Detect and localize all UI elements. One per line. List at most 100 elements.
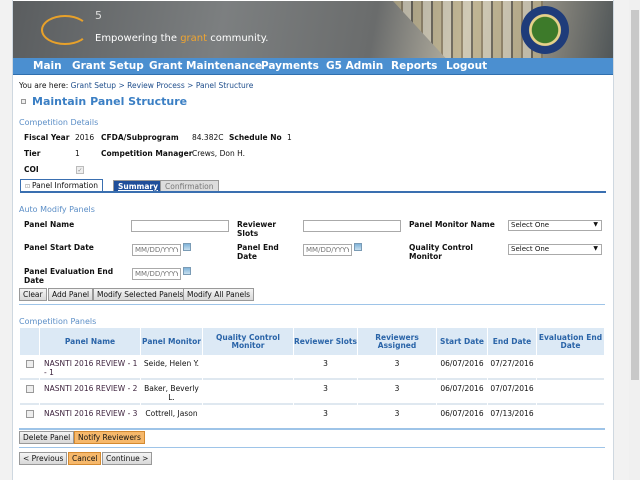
g5-logo-superscript: 5 — [95, 9, 102, 22]
row-checkbox[interactable] — [25, 410, 34, 418]
auto-modify-heading: Auto Modify Panels — [19, 205, 95, 214]
coi-label: COI — [24, 165, 39, 174]
cell-eval — [537, 355, 604, 380]
tier-label: Tier — [24, 149, 41, 158]
reviewer-slots-input[interactable] — [303, 220, 401, 232]
delete-panel-button[interactable]: Delete Panel — [19, 431, 75, 444]
breadcrumb-review-process[interactable]: Review Process — [127, 81, 185, 90]
table-header-row: Panel Name Panel Monitor Quality Control… — [20, 328, 604, 355]
divider — [19, 447, 605, 448]
col-reviewers-assigned: Reviewers Assigned — [358, 328, 436, 355]
table-row: NASNTI 2016 REVIEW - 1 - 1 Seide, Helen Y… — [20, 355, 604, 380]
tab-icon: ⊡ — [25, 183, 32, 190]
row-checkbox[interactable] — [25, 360, 34, 368]
cell-start: 06/07/2016 — [437, 355, 487, 380]
cell-name: NASNTI 2016 REVIEW - 2 — [40, 380, 140, 405]
start-date-label: Panel Start Date — [24, 243, 94, 252]
dropdown-arrow-icon: ▼ — [593, 245, 598, 252]
notify-reviewers-button[interactable]: Notify Reviewers — [74, 431, 145, 444]
nav-reports[interactable]: Reports — [391, 60, 438, 72]
cell-assigned: 3 — [358, 405, 436, 430]
start-date-input[interactable] — [132, 244, 181, 256]
cfda-value: 84.382C — [192, 133, 224, 142]
cell-end: 07/13/2016 — [488, 405, 536, 430]
nav-logout[interactable]: Logout — [446, 60, 488, 72]
panel-monitor-select[interactable]: Select One ▼ — [508, 220, 602, 231]
tagline: Empowering the grant community. — [95, 33, 269, 44]
eval-end-date-input[interactable] — [132, 268, 181, 280]
schedule-label: Schedule No — [229, 133, 282, 142]
col-panel-name: Panel Name — [40, 328, 140, 355]
g5-logo — [41, 15, 89, 45]
col-panel-monitor: Panel Monitor — [141, 328, 202, 355]
cell-monitor: Seide, Helen Y. — [141, 355, 202, 380]
modify-all-button[interactable]: Modify All Panels — [183, 288, 255, 301]
page — [12, 0, 614, 480]
banner: 5 Empowering the grant community. — [13, 1, 613, 58]
breadcrumb-prefix: You are here: — [19, 81, 69, 90]
add-panel-button[interactable]: Add Panel — [48, 288, 94, 301]
cell-name: NASNTI 2016 REVIEW - 1 - 1 — [40, 355, 140, 380]
reviewer-slots-label: Reviewer Slots — [237, 220, 277, 238]
cell-qc — [203, 405, 293, 430]
scrollbar-thumb[interactable] — [631, 10, 639, 380]
cell-assigned: 3 — [358, 380, 436, 405]
nav-payments[interactable]: Payments — [261, 60, 319, 72]
cell-eval — [537, 380, 604, 405]
tier-value: 1 — [75, 149, 80, 158]
cell-qc — [203, 355, 293, 380]
panel-name-input[interactable] — [131, 220, 229, 232]
page-title: Maintain Panel Structure — [32, 95, 188, 108]
tab-divider — [20, 191, 606, 193]
competition-panels-heading: Competition Panels — [19, 317, 97, 326]
calendar-icon[interactable] — [183, 243, 191, 251]
fiscal-year-value: 2016 — [75, 133, 95, 142]
cell-start: 06/07/2016 — [437, 405, 487, 430]
nav-main[interactable]: Main — [33, 60, 62, 72]
breadcrumb-panel-structure[interactable]: Panel Structure — [195, 81, 254, 90]
col-eval-end-date: Evaluation End Date — [537, 328, 604, 355]
previous-button[interactable]: < Previous — [19, 452, 68, 465]
continue-button[interactable]: Continue > — [102, 452, 153, 465]
qc-monitor-label: Quality Control Monitor — [409, 243, 474, 261]
modify-selected-button[interactable]: Modify Selected Panels — [93, 288, 188, 301]
end-date-label: Panel End Date — [237, 243, 279, 261]
calendar-icon[interactable] — [183, 267, 191, 275]
nav-g5-admin[interactable]: G5 Admin — [326, 60, 384, 72]
breadcrumb-grant-setup[interactable]: Grant Setup — [70, 81, 117, 90]
fiscal-year-label: Fiscal Year — [24, 133, 70, 142]
divider — [19, 428, 605, 430]
cell-name: NASNTI 2016 REVIEW - 3 — [40, 405, 140, 430]
col-reviewer-slots: Reviewer Slots — [294, 328, 357, 355]
cell-assigned: 3 — [358, 355, 436, 380]
panel-name-label: Panel Name — [24, 220, 75, 229]
cell-end: 07/27/2016 — [488, 355, 536, 380]
cfda-label: CFDA/Subprogram — [101, 133, 179, 142]
schedule-value: 1 — [287, 133, 292, 142]
cancel-button[interactable]: Cancel — [68, 452, 102, 465]
cell-qc — [203, 380, 293, 405]
end-date-input[interactable] — [303, 244, 352, 256]
cell-end: 07/07/2016 — [488, 380, 536, 405]
nav-grant-maintenance[interactable]: Grant Maintenance — [149, 60, 263, 72]
qc-monitor-select[interactable]: Select One ▼ — [508, 244, 602, 255]
nav-grant-setup[interactable]: Grant Setup — [72, 60, 144, 72]
divider — [19, 304, 605, 305]
department-seal-icon — [521, 6, 569, 54]
table-row: NASNTI 2016 REVIEW - 2 Baker, Beverly L. 3… — [20, 380, 604, 405]
breadcrumb: You are here: Grant Setup > Review Proce… — [19, 81, 253, 90]
manager-value: Crews, Don H. — [192, 149, 245, 158]
breadcrumb-sep: > — [187, 81, 194, 90]
col-qc-monitor: Quality Control Monitor — [203, 328, 293, 355]
coi-checkbox: ✓ — [76, 166, 84, 174]
cell-start: 06/07/2016 — [437, 380, 487, 405]
cell-slots: 3 — [294, 355, 357, 380]
cell-monitor: Baker, Beverly L. — [141, 380, 202, 405]
calendar-icon[interactable] — [354, 243, 362, 251]
collapse-icon[interactable] — [21, 99, 26, 104]
competition-details-heading: Competition Details — [19, 118, 99, 127]
row-checkbox[interactable] — [25, 385, 34, 393]
main-nav: Main Grant Setup Grant Maintenance Payme… — [13, 58, 613, 75]
clear-button[interactable]: Clear — [19, 288, 47, 301]
tab-panel-information[interactable]: ⊡ Panel Information — [20, 179, 103, 193]
